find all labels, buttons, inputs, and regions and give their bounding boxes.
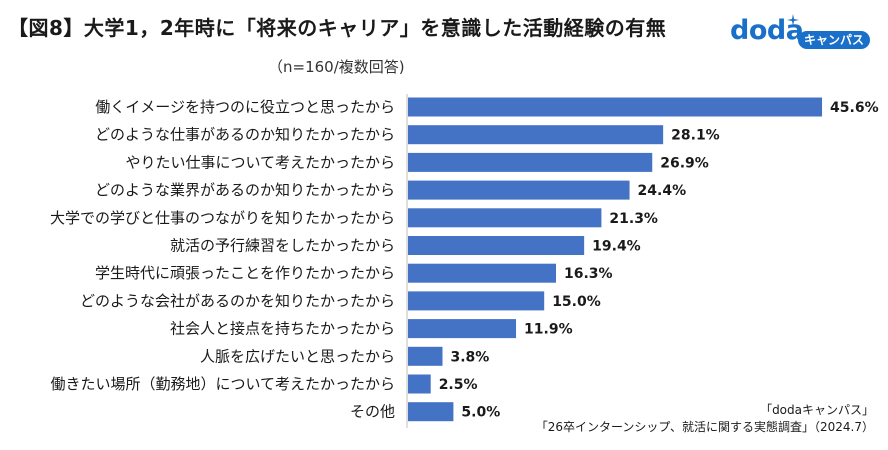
- category-label: どのような仕事があるのか知りたかったから: [95, 126, 395, 144]
- category-label: 働きたい場所（勤務地）について考えたかったから: [50, 375, 395, 393]
- value-label: 24.4%: [638, 183, 687, 199]
- bar: [408, 291, 545, 311]
- sparkle-icon: [787, 14, 799, 26]
- category-label: 学生時代に頑張ったことを作りたかったから: [95, 264, 395, 282]
- bar: [408, 263, 557, 283]
- source-line-1: 「dodaキャンパス」: [760, 403, 874, 417]
- value-label: 15.0%: [552, 294, 601, 310]
- bar: [408, 346, 443, 366]
- value-label: 21.3%: [609, 211, 658, 227]
- category-label: やりたい仕事について考えたかったから: [125, 153, 395, 171]
- value-label: 26.9%: [660, 155, 709, 171]
- bar: [408, 180, 630, 200]
- bar: [408, 374, 431, 394]
- category-label: どのような会社があるのかを知りたかったから: [80, 292, 395, 310]
- category-label: 就活の予行練習をしたかったから: [170, 237, 395, 255]
- bar: [408, 208, 602, 228]
- bar: [408, 152, 653, 172]
- value-label: 5.0%: [461, 405, 500, 421]
- category-label: 働くイメージを持つのに役立つと思ったから: [95, 98, 395, 116]
- source-note: 「dodaキャンパス」 「26卒インターンシップ、就活に関する実態調査」（202…: [536, 402, 874, 436]
- value-label: 11.9%: [524, 322, 573, 338]
- source-line-2: 「26卒インターンシップ、就活に関する実態調査」（2024.7）: [535, 420, 874, 434]
- value-label: 2.5%: [439, 377, 478, 393]
- bar: [408, 97, 823, 117]
- category-label: その他: [350, 403, 395, 421]
- doda-campus-logo: doda キャンパス: [730, 14, 871, 55]
- value-label: 19.4%: [592, 239, 641, 255]
- value-label: 3.8%: [451, 349, 490, 365]
- value-label: 16.3%: [564, 266, 613, 282]
- bar: [408, 125, 664, 145]
- bar: [408, 236, 585, 255]
- logo-badge: キャンパス: [798, 31, 871, 49]
- bar: [408, 319, 517, 339]
- chart-title: 【図8】大学1，2年時に「将来のキャリア」を意識した活動経験の有無: [8, 16, 667, 40]
- bar: [408, 402, 454, 422]
- category-label: 大学での学びと仕事のつながりを知りたかったから: [50, 209, 395, 227]
- value-label: 28.1%: [671, 128, 720, 144]
- category-label: 人脈を広げたいと思ったから: [200, 347, 395, 365]
- category-label: 社会人と接点を持ちたかったから: [170, 320, 395, 338]
- category-label: どのような業界があるのか知りたかったから: [95, 181, 395, 199]
- chart-subtitle: （n=160/複数回答): [268, 58, 405, 76]
- value-label: 45.6%: [830, 100, 879, 116]
